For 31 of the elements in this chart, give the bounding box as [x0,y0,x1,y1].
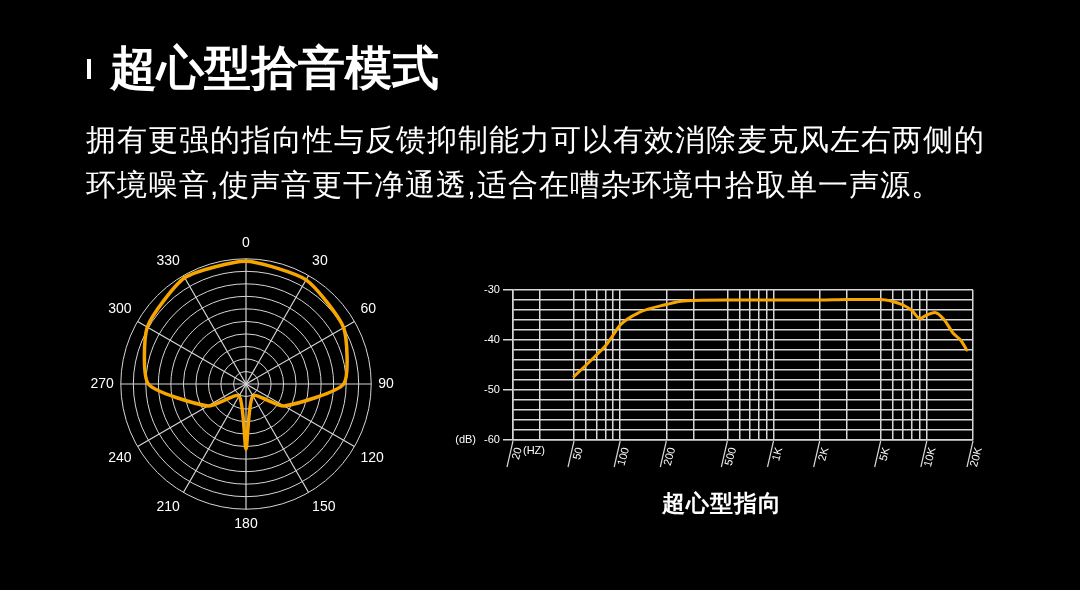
x-tick-label: 2K [815,445,831,463]
spoke-label: 30 [312,251,328,268]
spoke-label: 300 [108,300,132,317]
x-tick-label: 500 [721,445,739,467]
spoke-label: 180 [234,515,258,532]
y-tick-label: -40 [484,333,500,346]
y-tick-label: -60 [484,433,500,446]
y-axis-title: (dB) [455,433,476,446]
x-tick-label: 20 [509,445,524,461]
spoke-label: 150 [312,497,336,514]
x-tick-label: 100 [614,445,632,467]
spoke-label: 90 [378,374,394,391]
x-tick-label: 1K [769,445,785,463]
text: 拥有更强的指向性与反馈抑制能力可以有效消除麦克风左右两侧的环境噪音,使声音更干净通透,适合在嘈杂环境中拾取单一声源。 [86,122,986,203]
spoke-label: 120 [360,449,385,466]
spoke-label: 240 [108,449,132,466]
spoke-label: 0 [242,234,251,251]
y-tick-label: -50 [484,383,500,396]
x-tick-label: 10K [921,445,938,468]
x-tick-label: 20K [967,445,985,468]
spoke-label: 60 [360,300,377,317]
x-axis-title: (HZ) [523,444,545,457]
x-tick-label: 200 [660,445,678,467]
spoke-label: 210 [156,497,181,514]
spoke-label: 330 [156,251,181,268]
chart-title: 超心型拾音模式 [110,41,439,94]
x-tick-label: 5K [876,445,892,463]
x-tick-label: 50 [570,445,585,461]
text: 超心型指向 [661,490,783,516]
y-tick-label: -30 [484,283,500,296]
spoke-label: 270 [90,374,115,391]
